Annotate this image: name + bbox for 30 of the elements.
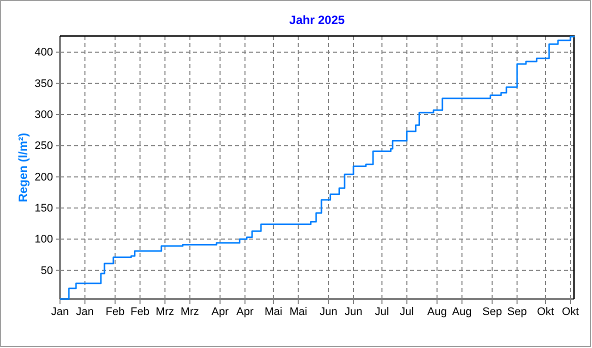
x-tick-label: Okt bbox=[536, 306, 554, 318]
x-tick-label: Mrz bbox=[156, 306, 174, 318]
x-tick-label: Aug bbox=[452, 306, 472, 318]
y-tick-label: 150 bbox=[34, 202, 53, 215]
x-tick-label: Jul bbox=[374, 306, 389, 318]
x-tick-label: Aug bbox=[427, 306, 447, 318]
x-tick-label: Okt bbox=[562, 306, 580, 318]
x-tick-label: Feb bbox=[106, 306, 125, 318]
x-tick-label: Sep bbox=[507, 306, 527, 318]
y-tick-label: 350 bbox=[34, 78, 53, 90]
y-tick-label: 250 bbox=[34, 140, 53, 152]
x-tick-label: Jan bbox=[76, 306, 94, 318]
x-tick-label: Apr bbox=[236, 306, 254, 318]
x-tick-label: Jul bbox=[400, 306, 414, 318]
y-tick-label: 400 bbox=[34, 46, 53, 59]
y-tick-label: 100 bbox=[34, 234, 53, 246]
x-tick-label: Jun bbox=[320, 306, 338, 318]
chart-title: Jahr 2025 bbox=[289, 13, 346, 27]
x-tick-label: Jan bbox=[51, 306, 69, 318]
x-tick-label: Mrz bbox=[180, 306, 199, 318]
x-tick-label: Sep bbox=[482, 306, 502, 318]
x-tick-label: Jun bbox=[344, 306, 362, 318]
y-tick-label: 200 bbox=[34, 171, 53, 184]
x-tick-label: Feb bbox=[130, 306, 150, 318]
x-tick-label: Mai bbox=[289, 306, 308, 318]
y-tick-label: 300 bbox=[34, 109, 53, 122]
x-tick-label: Apr bbox=[212, 306, 229, 318]
x-tick-label: Mai bbox=[264, 306, 282, 318]
y-tick-label: 50 bbox=[40, 264, 53, 277]
y-axis-title: Regen (l/m²) bbox=[16, 132, 30, 202]
